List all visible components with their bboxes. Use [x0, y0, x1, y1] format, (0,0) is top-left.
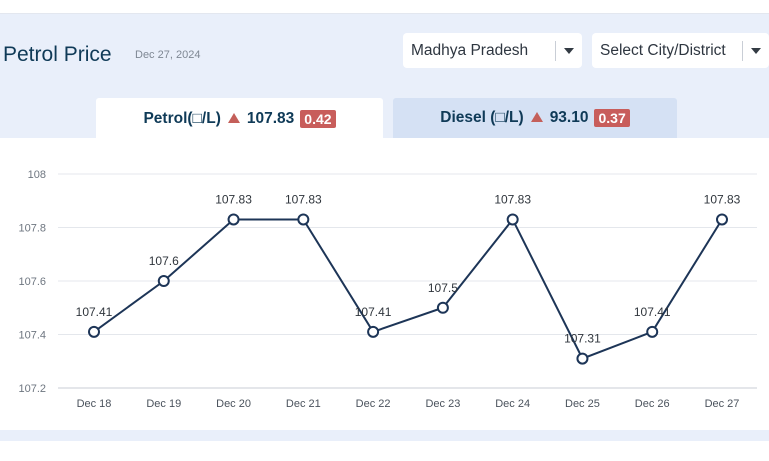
diesel-change-badge: 0.37: [594, 109, 630, 127]
x-tick-label: Dec 26: [635, 398, 670, 410]
state-select-value: Madhya Pradesh: [411, 41, 529, 59]
chart-container: 107.2 107.4 107.6 107.8 108 Dec 18 Dec 19 Dec …: [0, 138, 769, 430]
price-date: Dec 27, 2024: [135, 49, 201, 61]
data-point[interactable]: [576, 352, 589, 365]
up-arrow-icon: [530, 112, 543, 122]
y-tick-label: 107.4: [18, 330, 46, 342]
chevron-down-icon[interactable]: [743, 47, 769, 54]
series-line-layer: [93, 217, 723, 360]
city-select-value: Select City/District: [600, 41, 726, 59]
data-point[interactable]: [297, 213, 310, 226]
page-title: Petrol Price: [3, 43, 112, 66]
data-point[interactable]: [716, 213, 728, 226]
data-point[interactable]: [646, 325, 659, 338]
data-points: [88, 213, 728, 365]
x-axis-ticks: Dec 18 Dec 19 Dec 20 Dec 21 Dec 22 Dec 23 Dec …: [77, 398, 740, 410]
x-tick-label: Dec 23: [425, 398, 460, 410]
data-point[interactable]: [157, 275, 170, 287]
data-label: 107.41: [76, 305, 113, 319]
data-label: 107.83: [494, 192, 531, 206]
series-line: [93, 217, 723, 360]
data-label: 107.41: [634, 305, 671, 319]
data-label: 107.41: [355, 305, 392, 319]
data-label: 107.5: [428, 281, 458, 295]
y-tick-label: 108: [28, 169, 46, 181]
grid-layer: [58, 173, 757, 389]
x-tick-label: Dec 20: [216, 398, 251, 410]
up-arrow-icon: [227, 113, 240, 123]
chevron-down-icon[interactable]: [556, 47, 582, 54]
state-select[interactable]: Madhya Pradesh: [403, 33, 582, 68]
x-tick-label: Dec 21: [286, 398, 321, 410]
y-tick-label: 107.2: [18, 383, 46, 395]
data-point[interactable]: [367, 325, 380, 338]
x-tick-label: Dec 22: [356, 398, 391, 410]
y-axis-ticks: 107.2 107.4 107.6 107.8 108: [18, 169, 46, 395]
data-label: 107.83: [704, 192, 741, 206]
tab-petrol[interactable]: Petrol(□/L) 107.83 0.42: [96, 98, 383, 140]
x-tick-label: Dec 25: [565, 398, 600, 410]
tab-petrol-label: Petrol(□/L): [143, 110, 221, 127]
x-tick-label: Dec 18: [77, 398, 112, 410]
select-divider: [555, 40, 556, 61]
data-label: 107.6: [149, 254, 179, 268]
data-labels: 107.41 107.6 107.83 107.83 107.41 107.5 107.83…: [76, 192, 741, 345]
petrol-price: 107.83: [246, 110, 295, 127]
x-tick-label: Dec 24: [495, 398, 530, 410]
petrol-change-badge: 0.42: [300, 110, 336, 128]
x-tick-label: Dec 19: [146, 398, 181, 410]
city-select[interactable]: Select City/District: [592, 33, 769, 68]
data-point[interactable]: [227, 213, 240, 226]
y-tick-label: 107.6: [18, 276, 46, 288]
data-point[interactable]: [88, 325, 100, 338]
bottom-strip: [0, 441, 769, 461]
diesel-price: 93.10: [549, 109, 589, 126]
data-point[interactable]: [436, 301, 449, 314]
data-point[interactable]: [506, 213, 519, 226]
tab-diesel[interactable]: Diesel (□/L) 93.10 0.37: [393, 98, 677, 138]
tab-diesel-label: Diesel (□/L): [440, 109, 524, 126]
y-tick-label: 107.8: [18, 223, 46, 235]
select-divider: [742, 40, 743, 61]
data-label: 107.83: [285, 192, 322, 206]
x-tick-label: Dec 27: [705, 398, 740, 410]
data-label: 107.83: [215, 192, 252, 206]
top-strip: [0, 0, 769, 14]
data-label: 107.31: [564, 332, 601, 346]
